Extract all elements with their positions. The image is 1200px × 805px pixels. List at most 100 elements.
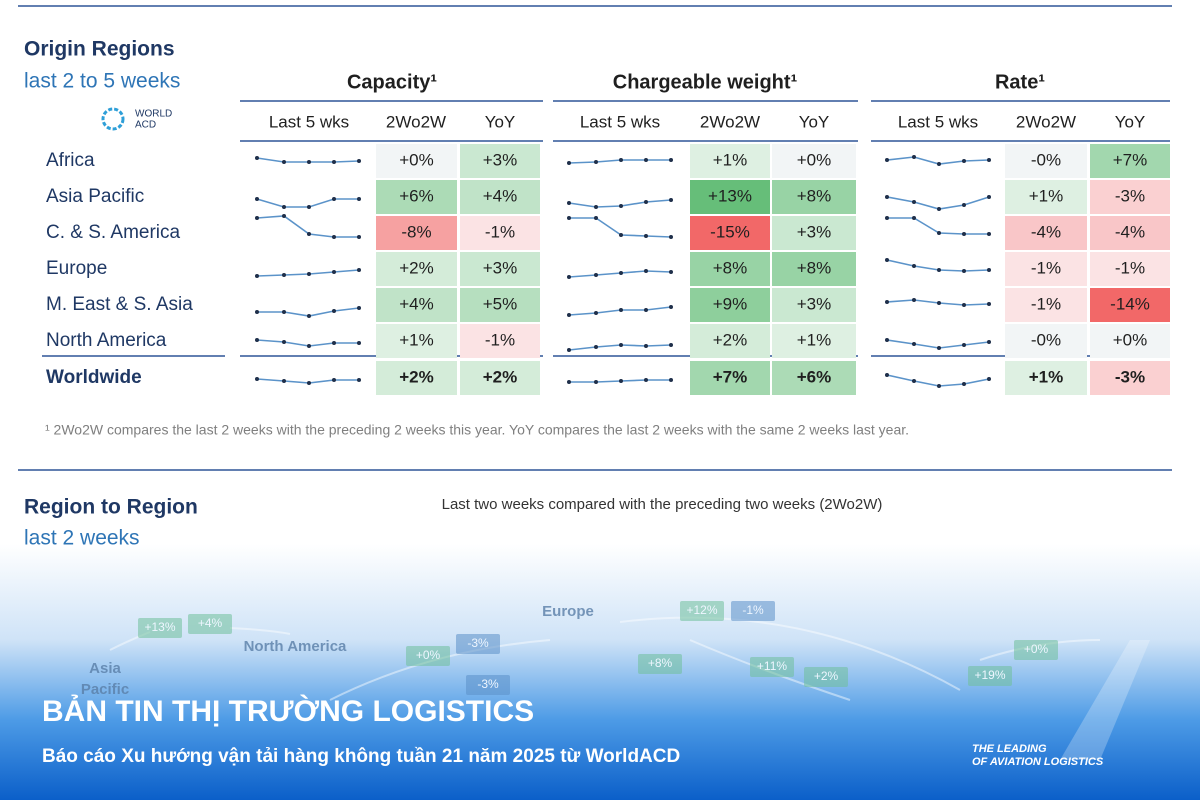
map-label: Asia	[89, 660, 121, 677]
map-value: +2%	[814, 669, 839, 683]
cell-value: -1%	[1031, 258, 1061, 277]
cell-value: +1%	[797, 330, 832, 349]
cell	[772, 252, 856, 286]
cell-value: -3%	[1115, 186, 1145, 205]
map-value: +0%	[1024, 642, 1049, 656]
cell-value: +8%	[797, 186, 832, 205]
map-value-box	[731, 601, 775, 621]
cell-value: +4%	[399, 294, 434, 313]
cell-value: +6%	[797, 367, 832, 386]
cell	[772, 216, 856, 250]
cell-value: +13%	[708, 186, 752, 205]
chart-title: Last two weeks compared with the precedi…	[442, 496, 883, 513]
cell	[376, 288, 457, 322]
row-label: M. East & S. Asia	[46, 294, 193, 315]
map-value: +0%	[416, 648, 441, 662]
cell	[1005, 180, 1087, 214]
section-title: Origin Regions	[24, 38, 175, 61]
map-value-box	[188, 614, 232, 634]
cell-value: +1%	[1029, 367, 1064, 386]
cell-value: +9%	[713, 294, 748, 313]
cell	[460, 144, 540, 178]
row-label: C. & S. America	[46, 222, 181, 243]
cell-value: -1%	[485, 222, 515, 241]
brand-mark	[1060, 640, 1150, 760]
map-value-box	[406, 646, 450, 666]
cell	[1005, 216, 1087, 250]
column-header: 2Wo2W	[386, 112, 446, 131]
footnote: ¹ 2Wo2W compares the last 2 weeks with t…	[45, 422, 909, 438]
map-value-box	[804, 667, 848, 687]
map-value-box	[466, 675, 510, 695]
cell	[376, 216, 457, 250]
banner-title: BẢN TIN THỊ TRƯỜNG LOGISTICS	[42, 694, 534, 728]
column-header: YoY	[485, 112, 516, 131]
map: North America Asia Pacific Europe +13% +4…	[81, 601, 1101, 701]
map-value-box	[750, 657, 794, 677]
cell	[1090, 361, 1170, 395]
map-value-box	[968, 666, 1012, 686]
cell-value: +3%	[797, 222, 832, 241]
cell-value: -0%	[1031, 150, 1061, 169]
cell	[1005, 288, 1087, 322]
map-value-box	[680, 601, 724, 621]
cell	[460, 361, 540, 395]
cell-value: -4%	[1115, 222, 1145, 241]
tagline: THE LEADING	[972, 743, 1047, 755]
map-value: +13%	[144, 620, 175, 634]
cell-value: +5%	[483, 294, 518, 313]
cell-value: -3%	[1115, 367, 1145, 386]
column-header: YoY	[799, 112, 830, 131]
map-value: +4%	[198, 616, 223, 630]
map-value: -3%	[477, 677, 499, 691]
cell	[690, 252, 770, 286]
group-header: Capacity¹	[347, 71, 437, 93]
cell	[376, 252, 457, 286]
map-value: -1%	[742, 603, 764, 617]
logo-text: WORLD	[135, 109, 172, 120]
cell-value: +1%	[713, 150, 748, 169]
logo: WORLD ACD	[101, 107, 172, 131]
map-value: +12%	[686, 603, 717, 617]
map-label: North America	[244, 638, 347, 655]
cell	[376, 144, 457, 178]
cell-value: +3%	[797, 294, 832, 313]
cell-value: +7%	[1113, 150, 1148, 169]
column-header: YoY	[1115, 112, 1146, 131]
cell	[772, 180, 856, 214]
row-label: Africa	[46, 150, 95, 171]
cell-value: -1%	[1031, 294, 1061, 313]
cell-value: +1%	[1029, 186, 1064, 205]
cell	[772, 288, 856, 322]
cell-value: +8%	[713, 258, 748, 277]
section-subtitle: last 2 weeks	[24, 527, 140, 550]
row-label: Europe	[46, 258, 107, 279]
cell	[376, 361, 457, 395]
map-value-box	[638, 654, 682, 674]
cell	[460, 216, 540, 250]
cell	[1090, 144, 1170, 178]
cell-value: +1%	[399, 330, 434, 349]
cell-value: +0%	[797, 150, 832, 169]
row-label: North America	[46, 330, 167, 351]
cell	[690, 361, 770, 395]
cell	[1090, 180, 1170, 214]
cell	[1090, 252, 1170, 286]
cell	[690, 324, 770, 358]
cell-value: -15%	[710, 222, 750, 241]
cell	[690, 288, 770, 322]
cell-value: +0%	[1113, 330, 1148, 349]
cell-value: -8%	[401, 222, 431, 241]
section-title: Region to Region	[24, 496, 198, 519]
cell	[772, 324, 856, 358]
cell-value: -0%	[1031, 330, 1061, 349]
cell	[376, 324, 457, 358]
cell-value: -1%	[485, 330, 515, 349]
column-header: 2Wo2W	[700, 112, 760, 131]
section-subtitle: last 2 to 5 weeks	[24, 70, 180, 93]
cell	[1005, 324, 1087, 358]
map-value: +11%	[757, 659, 787, 673]
map-value: -3%	[467, 636, 489, 650]
